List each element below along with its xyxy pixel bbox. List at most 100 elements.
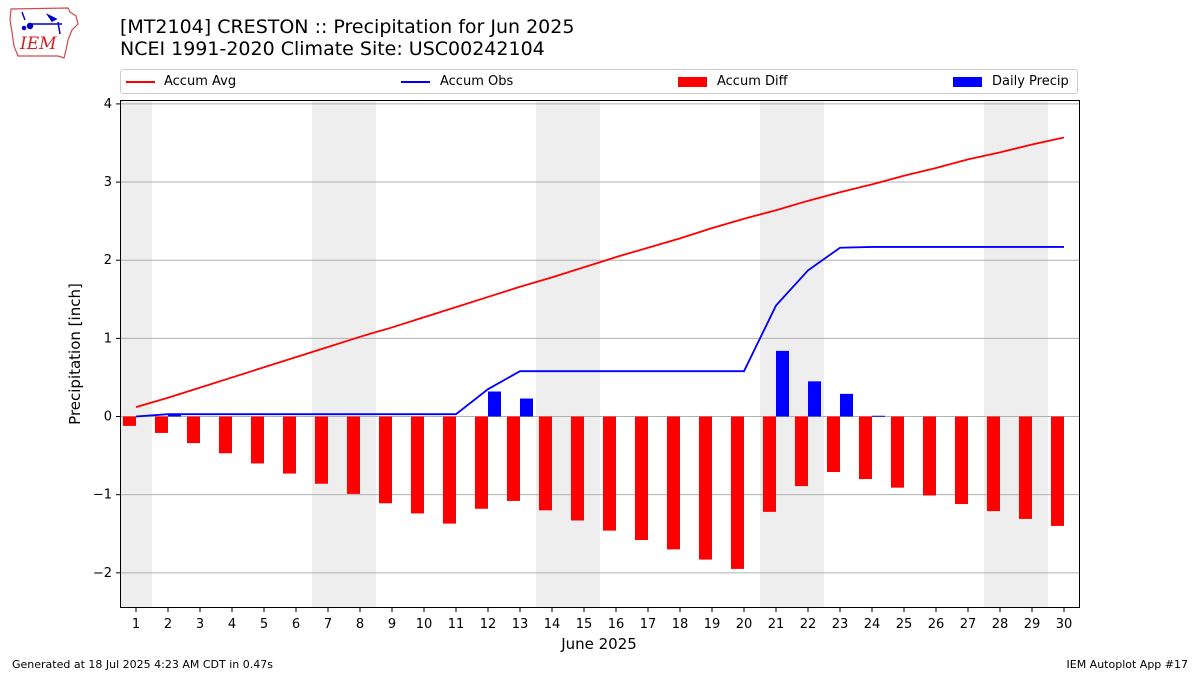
y-tick-label--2: −2 bbox=[93, 566, 112, 581]
y-tick-label--1: −1 bbox=[93, 488, 112, 503]
accum-diff-bar-day-14 bbox=[539, 416, 552, 511]
daily-precip-bar-day-21 bbox=[776, 350, 789, 417]
accum-diff-bar-day-29 bbox=[1019, 416, 1032, 519]
y-tick-label-3: 3 bbox=[104, 175, 112, 190]
daily-precip-bar-day-23 bbox=[840, 393, 853, 417]
x-tick-label-12: 12 bbox=[480, 617, 497, 632]
x-tick-label-22: 22 bbox=[800, 617, 817, 632]
iowa-outline-shape bbox=[9, 7, 79, 59]
accum-diff-bar-day-20 bbox=[731, 416, 744, 569]
accum-diff-bar-day-8 bbox=[347, 416, 360, 494]
x-tick-label-24: 24 bbox=[864, 617, 881, 632]
accum-diff-bar-day-13 bbox=[507, 416, 520, 501]
accum-diff-bar-day-27 bbox=[955, 416, 968, 505]
daily-precip-bar-day-22 bbox=[808, 381, 821, 417]
chart-title: [MT2104] CRESTON :: Precipitation for Ju… bbox=[120, 16, 575, 38]
accum-diff-bar-day-21 bbox=[763, 416, 776, 512]
accum-diff-bar-day-10 bbox=[411, 416, 424, 514]
weekend-shading bbox=[120, 100, 1048, 608]
plot-frame bbox=[120, 100, 1080, 608]
x-tick-label-21: 21 bbox=[768, 617, 785, 632]
x-tick-label-6: 6 bbox=[292, 617, 300, 632]
accum-diff-bar-day-18 bbox=[667, 416, 680, 550]
legend-label-accum-diff: Accum Diff bbox=[717, 74, 788, 89]
accum-diff-bars bbox=[123, 416, 1064, 569]
iem-logo: IEM bbox=[9, 7, 79, 59]
gridlines bbox=[120, 103, 1080, 574]
x-tick-label-4: 4 bbox=[228, 617, 236, 632]
x-tick-label-26: 26 bbox=[928, 617, 945, 632]
weekend-shade-day-22 bbox=[792, 100, 824, 608]
x-tick-label-5: 5 bbox=[260, 617, 268, 632]
x-tick-label-11: 11 bbox=[448, 617, 465, 632]
accum-diff-bar-day-12 bbox=[475, 416, 488, 509]
accum-diff-bar-day-11 bbox=[443, 416, 456, 524]
legend-label-daily-precip: Daily Precip bbox=[992, 74, 1069, 89]
weekend-shade-day-15 bbox=[568, 100, 600, 608]
legend-label-accum-avg: Accum Avg bbox=[164, 74, 237, 89]
accum-diff-bar-day-24 bbox=[859, 416, 872, 480]
x-tick-label-23: 23 bbox=[832, 617, 849, 632]
accum-diff-bar-day-3 bbox=[187, 416, 200, 444]
x-tick-label-14: 14 bbox=[544, 617, 561, 632]
x-axis-ticks: 1 2 3 4 5 6 7 8 9 10 11 12 13 14 15 16 17 18 19 20 21 22 23 24 2… bbox=[132, 608, 1072, 632]
x-tick-label-15: 15 bbox=[576, 617, 593, 632]
x-tick-label-13: 13 bbox=[512, 617, 529, 632]
y-tick-label-2: 2 bbox=[104, 253, 112, 268]
x-tick-label-25: 25 bbox=[896, 617, 913, 632]
x-tick-label-9: 9 bbox=[388, 617, 396, 632]
accum-diff-bar-day-26 bbox=[923, 416, 936, 496]
daily-precip-bar-day-12 bbox=[488, 391, 501, 417]
accum-diff-bar-day-19 bbox=[699, 416, 712, 560]
accum-diff-bar-day-7 bbox=[315, 416, 328, 484]
accum-diff-bar-day-4 bbox=[219, 416, 232, 454]
accum-diff-bar-day-30 bbox=[1051, 416, 1064, 526]
y-axis-label: Precipitation [inch] bbox=[66, 283, 84, 425]
accum-diff-bar-day-15 bbox=[571, 416, 584, 521]
accum-diff-bar-day-6 bbox=[283, 416, 296, 474]
accum-lines bbox=[135, 136, 1065, 418]
legend-label-accum-obs: Accum Obs bbox=[440, 74, 514, 89]
logo-text: IEM bbox=[19, 34, 57, 54]
weekend-shade-day-14 bbox=[536, 100, 568, 608]
daily-precip-bar-day-13 bbox=[520, 398, 533, 417]
weather-station-icon bbox=[21, 11, 62, 35]
app-credit: IEM Autoplot App #17 bbox=[1066, 658, 1189, 671]
x-tick-label-18: 18 bbox=[672, 617, 689, 632]
x-tick-label-30: 30 bbox=[1056, 617, 1073, 632]
daily-precip-bar-day-24 bbox=[872, 415, 885, 417]
weekend-shade-day-29 bbox=[1016, 100, 1048, 608]
legend-swatch-daily-precip bbox=[953, 77, 982, 87]
accum-diff-bar-day-16 bbox=[603, 416, 616, 531]
y-tick-label-4: 4 bbox=[104, 97, 112, 112]
x-tick-label-20: 20 bbox=[736, 617, 753, 632]
accum-diff-bar-day-2 bbox=[155, 416, 168, 433]
accum-diff-bar-day-23 bbox=[827, 416, 840, 473]
legend-swatch-accum-diff bbox=[678, 77, 707, 87]
weekend-shade-day-7 bbox=[312, 100, 344, 608]
accum-diff-bar-day-1 bbox=[123, 416, 136, 426]
y-tick-label-1: 1 bbox=[104, 331, 112, 346]
x-tick-label-10: 10 bbox=[416, 617, 433, 632]
x-axis-label: June 2025 bbox=[560, 635, 637, 653]
chart-subtitle: NCEI 1991-2020 Climate Site: USC00242104 bbox=[120, 38, 545, 60]
legend-swatch-accum-avg bbox=[126, 81, 155, 83]
accum-diff-bar-day-25 bbox=[891, 416, 904, 488]
legend-swatch-accum-obs bbox=[401, 81, 430, 83]
accum-diff-bar-day-22 bbox=[795, 416, 808, 487]
x-tick-label-17: 17 bbox=[640, 617, 657, 632]
daily-precip-bars bbox=[168, 350, 885, 417]
weekend-shade-day-8 bbox=[344, 100, 376, 608]
generated-timestamp: Generated at 18 Jul 2025 4:23 AM CDT in … bbox=[12, 658, 273, 671]
chart-legend: Accum Avg Accum Obs Accum Diff Daily Pre… bbox=[120, 69, 1078, 94]
weekend-shade-day-28 bbox=[984, 100, 1016, 608]
x-tick-label-19: 19 bbox=[704, 617, 721, 632]
x-tick-label-27: 27 bbox=[960, 617, 977, 632]
y-tick-label-0: 0 bbox=[104, 410, 112, 425]
x-tick-label-16: 16 bbox=[608, 617, 625, 632]
accum-diff-bar-day-17 bbox=[635, 416, 648, 541]
chart-title-block: [MT2104] CRESTON :: Precipitation for Ju… bbox=[120, 16, 574, 60]
x-tick-label-1: 1 bbox=[132, 617, 140, 632]
accum-diff-bar-day-28 bbox=[987, 416, 1000, 512]
